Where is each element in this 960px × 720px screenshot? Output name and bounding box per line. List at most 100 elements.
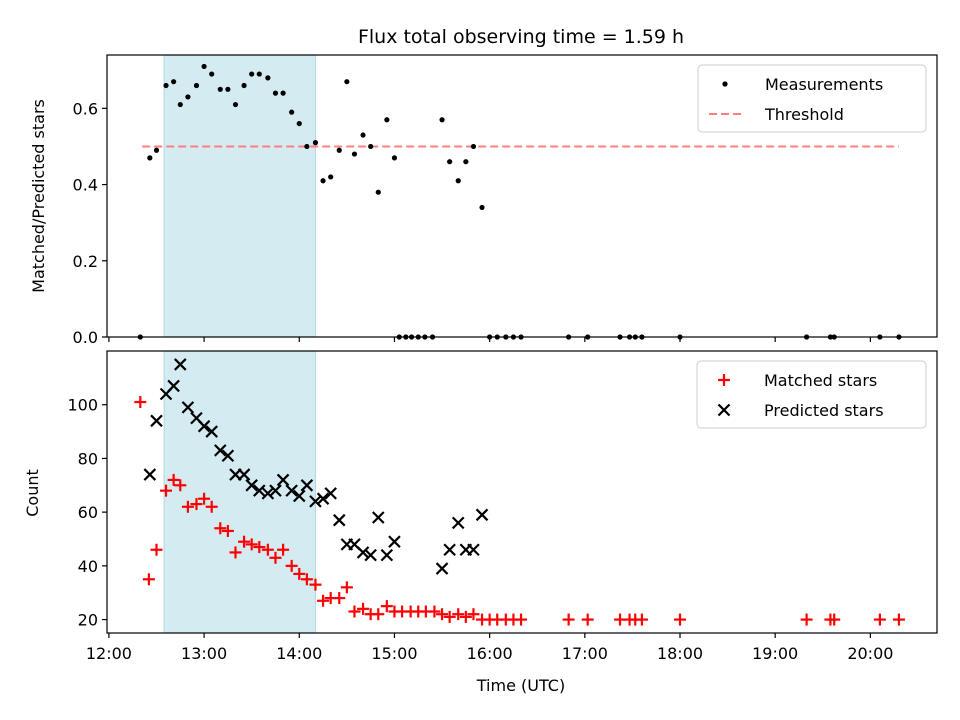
chart-title: Flux total observing time = 1.59 h [358,26,684,48]
matched-stars-point [253,541,266,554]
top-legend-label: Threshold [764,105,844,124]
measurements-point [296,120,302,127]
predicted-stars-point [150,414,163,428]
matched-stars-point [293,567,306,580]
measurements-point [368,143,374,150]
predicted-stars-point [253,484,266,497]
predicted-stars-point [292,489,306,503]
matched-stars-point [340,581,353,594]
matched-stars-point [357,602,370,615]
bottom-legend-marker [718,374,730,386]
predicted-stars-point [371,511,385,524]
measurements-point [320,178,326,184]
matched-stars-point [181,500,194,513]
matched-stars-point [277,543,290,556]
matched-stars-point [443,610,456,623]
measurements-point [455,178,461,184]
measurements-point [375,189,381,195]
top-legend-marker [722,81,728,87]
x-tick-label: 16:00 [467,644,513,663]
bottom-y-axis-label: Count [23,469,42,517]
matched-stars-point [245,538,258,551]
top-observing-span [163,54,316,338]
bottom-y-tick-label: 40 [78,557,98,576]
matched-stars-point [428,605,441,618]
predicted-stars-point [197,419,211,433]
predicted-stars-point [300,479,314,492]
predicted-stars-point [269,484,282,497]
matched-stars-point [160,484,173,497]
predicted-stars-point [285,484,298,497]
measurements-point [351,151,358,157]
matched-stars-point [828,613,841,626]
measurements-point [289,109,295,115]
predicted-stars-point [205,425,218,438]
predicted-stars-point [332,513,346,527]
predicted-stars-point [276,473,290,487]
matched-stars-point [134,396,147,409]
x-tick-label: 15:00 [371,644,417,663]
measurements-point [225,86,231,92]
matched-stars-point [452,608,465,621]
bottom-legend-box [696,360,927,429]
predicted-stars-point [181,401,195,414]
x-tick-label: 20:00 [847,644,893,663]
matched-stars-point [515,613,528,626]
measurements-point [256,71,262,77]
measurements-point [232,101,239,108]
x-tick-label: 17:00 [562,644,608,663]
bottom-y-tick-label: 20 [78,611,98,630]
measurements-point [328,174,334,180]
matched-stars-point [562,613,575,626]
top-legend: Measurements Threshold [697,64,927,133]
matched-stars-point [221,524,234,537]
measurements-point [265,75,271,81]
measurements-point [241,82,247,89]
x-tick-label: 13:00 [181,644,227,663]
matched-stars-point [800,613,813,626]
top-y-tick-label: 0.4 [73,176,98,195]
matched-stars-point [873,613,886,626]
measurements-point [304,143,310,150]
measurements-point [153,147,160,153]
top-panel: 0.0 0.2 0.4 0.6 Measurements Threshold [73,54,938,347]
bottom-legend-label: Matched stars [764,371,877,390]
matched-stars-point [167,473,180,486]
predicted-stars-point [213,444,227,457]
measurements-point [447,159,453,165]
matched-stars-point [436,608,449,621]
predicted-stars-point [380,548,394,562]
matched-stars-point [269,551,282,564]
matched-stars-point [142,573,155,586]
predicted-stars-point [475,508,489,522]
matched-stars-point [198,492,211,505]
matched-stars-point [635,613,648,626]
measurements-point [193,82,200,89]
predicted-stars-point [443,543,456,557]
measurements-point [185,94,191,100]
measurements-point [249,71,255,77]
matched-stars-point [892,613,905,626]
predicted-stars-point [324,487,337,500]
predicted-stars-point [245,479,258,492]
bottom-legend-label: Predicted stars [764,401,884,420]
x-tick-label: 14:00 [276,644,322,663]
measurements-point [360,132,366,138]
predicted-stars-point [356,546,370,559]
x-tick-label: 12:00 [86,644,132,663]
measurements-point [391,155,398,161]
measurements-point [201,63,207,70]
predicted-stars-point [467,543,480,557]
predicted-stars-point [237,468,251,481]
predicted-stars-point [174,358,187,371]
measurements-point [217,86,223,92]
top-legend-box [697,64,927,133]
matched-stars-point [205,500,218,513]
predicted-stars-point [167,379,180,393]
matched-stars-point [372,608,385,621]
top-y-tick-label: 0.2 [73,252,98,271]
measurements-point [280,90,286,96]
top-y-tick-label: 0.6 [73,99,98,118]
predicted-stars-point [364,548,377,562]
predicted-stars-point [451,516,465,530]
